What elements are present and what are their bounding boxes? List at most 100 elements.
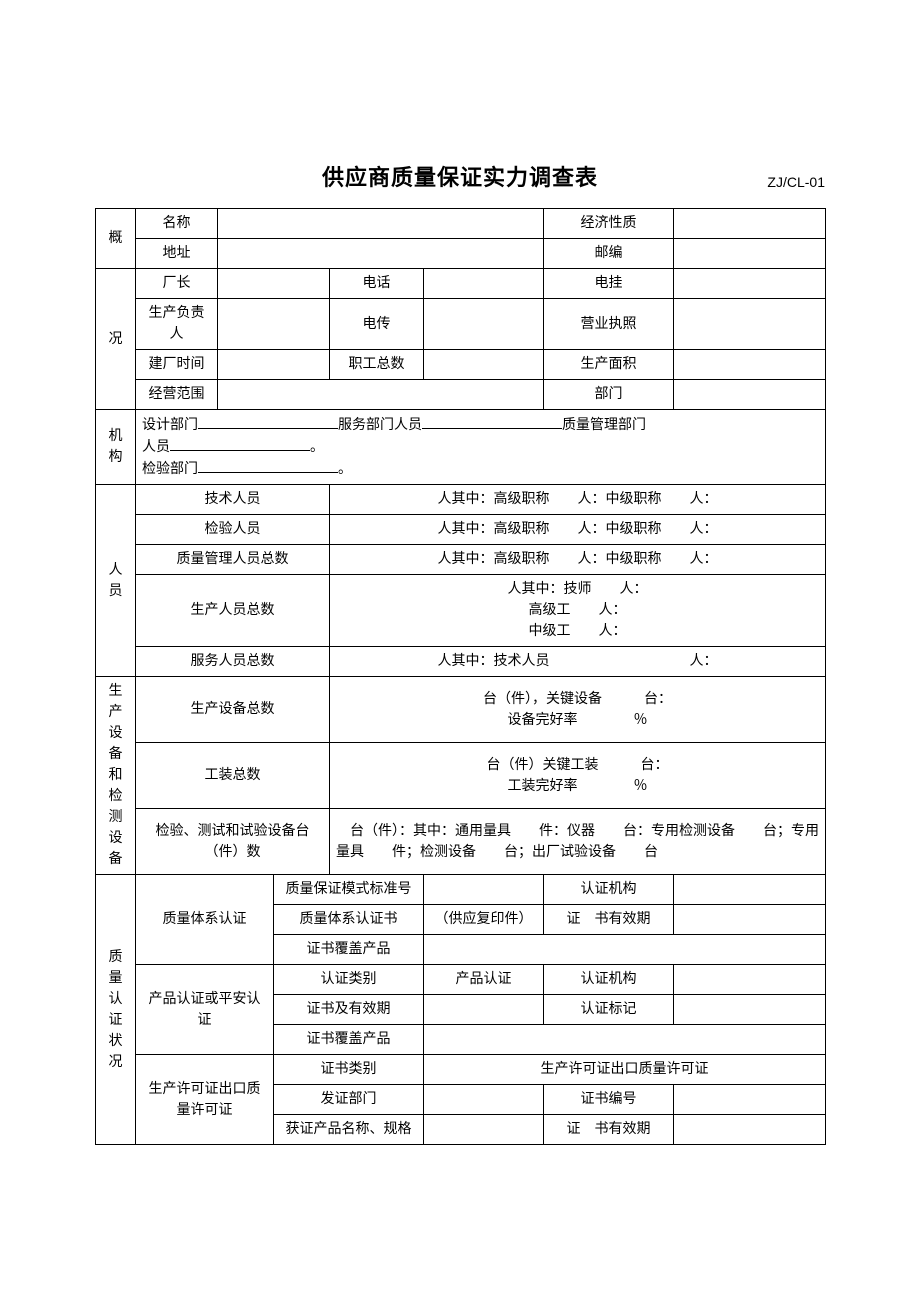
label-sys-cert-book: 质量体系认证书: [274, 905, 424, 935]
label-prod-license: 生产许可证出口质量许可证: [136, 1055, 274, 1145]
label-emp-total: 职工总数: [330, 350, 424, 380]
detail-insp[interactable]: 人其中：高级职称 人：中级职称 人：: [330, 515, 826, 545]
label-cert-no: 证书编号: [544, 1085, 674, 1115]
label-addr: 地址: [136, 239, 218, 269]
label-prod-mgr: 生产负责人: [136, 299, 218, 350]
label-mode-std: 质量保证模式标准号: [274, 875, 424, 905]
field-cert-org2[interactable]: [674, 965, 826, 995]
field-issue-dept[interactable]: [424, 1085, 544, 1115]
field-cert-org[interactable]: [674, 875, 826, 905]
field-approved-prod[interactable]: [424, 1115, 544, 1145]
label-cert-mark: 认证标记: [544, 995, 674, 1025]
label-license: 营业执照: [544, 299, 674, 350]
label-issue-dept: 发证部门: [274, 1085, 424, 1115]
field-biz-scope[interactable]: [218, 380, 544, 410]
detail-svc[interactable]: 人其中：技术人员 人：: [330, 647, 826, 677]
field-cert-coverage2[interactable]: [424, 1025, 826, 1055]
label-approved-prod: 获证产品名称、规格: [274, 1115, 424, 1145]
label-area: 生产面积: [544, 350, 674, 380]
field-phone[interactable]: [424, 269, 544, 299]
org-blank-4[interactable]: [198, 458, 338, 473]
section-quality: 质量认证状况: [96, 875, 136, 1145]
page: 供应商质量保证实力调查表 ZJ/CL-01 概 名称 经济性质 地址: [0, 0, 920, 1302]
label-qmgmt: 质量管理人员总数: [136, 545, 330, 575]
org-line2b: 。: [310, 440, 324, 455]
section-overview-1: 概: [96, 209, 136, 269]
label-cert-org: 认证机构: [544, 875, 674, 905]
label-tooling: 工装总数: [136, 743, 330, 809]
label-econ: 经济性质: [544, 209, 674, 239]
field-addr[interactable]: [218, 239, 544, 269]
field-area[interactable]: [674, 350, 826, 380]
section-equip: 生产设备和检测设备: [96, 677, 136, 875]
text-copy-supply: （供应复印件）: [424, 905, 544, 935]
label-cert-type: 认证类别: [274, 965, 424, 995]
org-line3a: 检验部门: [142, 462, 198, 477]
field-cert-valid3[interactable]: [674, 1115, 826, 1145]
detail-tooling[interactable]: 台（件）关键工装 台： 工装完好率 ％: [330, 743, 826, 809]
label-sys-cert: 质量体系认证: [136, 875, 274, 965]
label-prod-cert: 产品认证或平安认证: [136, 965, 274, 1055]
title-row: 供应商质量保证实力调查表 ZJ/CL-01: [95, 160, 825, 192]
field-fax[interactable]: [424, 299, 544, 350]
org-blank-1[interactable]: [198, 414, 338, 429]
org-text[interactable]: 设计部门服务部门人员质量管理部门 人员。 检验部门。: [136, 410, 826, 485]
label-test-eq: 检验、测试和试验设备台（件）数: [136, 809, 330, 875]
label-cert-coverage: 证书覆盖产品: [274, 935, 424, 965]
field-mode-std[interactable]: [424, 875, 544, 905]
section-org: 机构: [96, 410, 136, 485]
field-director[interactable]: [218, 269, 330, 299]
org-blank-3[interactable]: [170, 436, 310, 451]
label-svc: 服务人员总数: [136, 647, 330, 677]
field-license[interactable]: [674, 299, 826, 350]
org-line1a: 设计部门: [142, 418, 198, 433]
org-line3b: 。: [338, 462, 352, 477]
org-line1c: 质量管理部门: [562, 418, 646, 433]
label-cert-valid: 证 书有效期: [544, 905, 674, 935]
field-cert-mark[interactable]: [674, 995, 826, 1025]
field-emp-total[interactable]: [424, 350, 544, 380]
label-insp: 检验人员: [136, 515, 330, 545]
survey-table: 概 名称 经济性质 地址 邮编 况 厂长 电话 电挂 生产负责人 电传 营业执照: [95, 208, 826, 1145]
label-prod-eq: 生产设备总数: [136, 677, 330, 743]
label-cert-valid3: 证 书有效期: [544, 1115, 674, 1145]
field-prod-mgr[interactable]: [218, 299, 330, 350]
label-fax: 电传: [330, 299, 424, 350]
label-cert-valid2: 证书及有效期: [274, 995, 424, 1025]
document-number: ZJ/CL-01: [767, 174, 825, 190]
section-personnel: 人员: [96, 485, 136, 677]
detail-prod-staff[interactable]: 人其中：技师 人： 高级工 人： 中级工 人：: [330, 575, 826, 647]
field-cert-valid2[interactable]: [424, 995, 544, 1025]
text-prod-cert: 产品认证: [424, 965, 544, 995]
label-founded: 建厂时间: [136, 350, 218, 380]
detail-qmgmt[interactable]: 人其中：高级职称 人：中级职称 人：: [330, 545, 826, 575]
field-name[interactable]: [218, 209, 544, 239]
org-line1b: 服务部门人员: [338, 418, 422, 433]
label-phone: 电话: [330, 269, 424, 299]
label-dept: 部门: [544, 380, 674, 410]
field-telex[interactable]: [674, 269, 826, 299]
field-founded[interactable]: [218, 350, 330, 380]
org-line2a: 人员: [142, 440, 170, 455]
field-cert-no[interactable]: [674, 1085, 826, 1115]
org-blank-2[interactable]: [422, 414, 562, 429]
detail-tech[interactable]: 人其中：高级职称 人：中级职称 人：: [330, 485, 826, 515]
label-name: 名称: [136, 209, 218, 239]
field-econ[interactable]: [674, 209, 826, 239]
label-biz-scope: 经营范围: [136, 380, 218, 410]
detail-test-eq[interactable]: 台（件）：其中：通用量具 件：仪器 台：专用检测设备 台；专用量具 件；检测设备…: [330, 809, 826, 875]
label-prod-staff: 生产人员总数: [136, 575, 330, 647]
text-prod-license: 生产许可证出口质量许可证: [424, 1055, 826, 1085]
page-title: 供应商质量保证实力调查表: [322, 160, 598, 192]
field-cert-valid[interactable]: [674, 905, 826, 935]
label-telex: 电挂: [544, 269, 674, 299]
field-zip[interactable]: [674, 239, 826, 269]
label-director: 厂长: [136, 269, 218, 299]
label-cert-org2: 认证机构: [544, 965, 674, 995]
field-cert-coverage[interactable]: [424, 935, 826, 965]
field-dept[interactable]: [674, 380, 826, 410]
label-cert-class: 证书类别: [274, 1055, 424, 1085]
label-cert-coverage2: 证书覆盖产品: [274, 1025, 424, 1055]
detail-prod-eq[interactable]: 台（件），关键设备 台： 设备完好率 ％: [330, 677, 826, 743]
label-zip: 邮编: [544, 239, 674, 269]
